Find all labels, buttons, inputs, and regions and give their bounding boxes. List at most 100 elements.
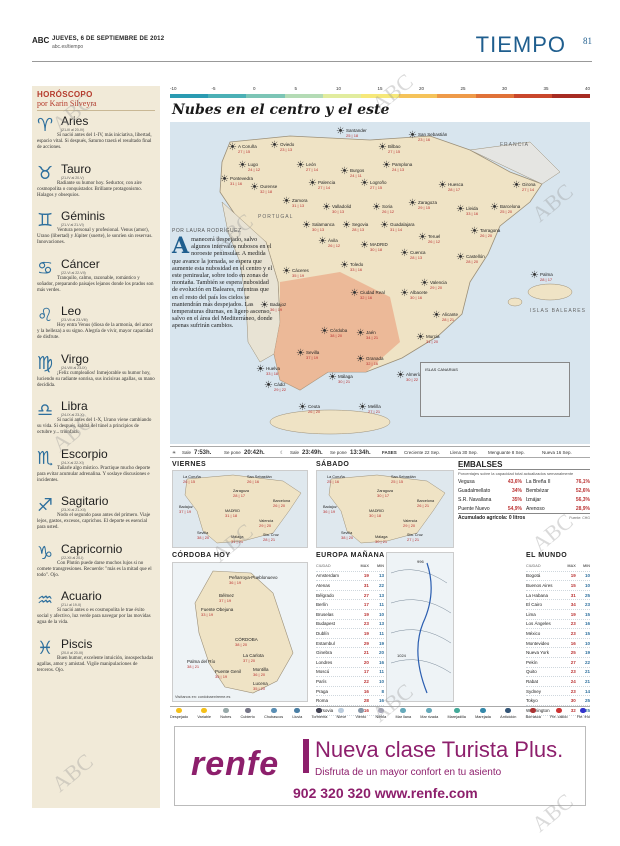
city-name: Barcelona [500,204,521,209]
city-name: Barcelona [417,499,435,503]
max-temp: 27 [363,592,369,598]
min-temp: 13 [378,621,384,627]
sun-icon: ☀ [264,380,273,391]
city-name: Lleida [466,206,479,211]
sun-icon: ☀ [360,240,369,251]
legend-item: Fte. frío [577,707,590,720]
map-city: Lleida 33 | 16 ☀ [456,204,479,216]
city-name: Dublín [316,630,330,636]
map-city: Córdoba 38 | 20 ☀ [320,326,347,338]
legend-icon [505,708,512,713]
sabado-title: SÁBADO [316,461,350,468]
legend-icon [580,708,587,713]
town-temps: 33 | 19 [201,612,214,617]
sign-entry: ♎ Libra (24-IX al 23-X) Si nació antes del … [37,398,155,446]
city-temps: 33 | 16 [466,211,479,216]
city-name: Moscú [316,669,330,675]
sign-name: Sagitario [61,494,109,508]
legend-label: Marejadilla [447,715,466,719]
city-name: Berlín [316,602,328,608]
mundo-head-max: MAX [567,564,576,569]
city-name: Tokyo [526,698,538,704]
city-name: Granada [366,356,384,361]
city-row: Dublín 19 11 [316,629,384,639]
sabado-map: La Coruña 25 | 16 San Sebastián 25 | 15 Zara… [316,470,454,548]
city-name: Badajoz [323,505,337,509]
legend-icon [480,708,486,713]
sign-text: Con Plutón puede darse muchos lujos si n… [37,560,152,578]
map-city: Logroño 27 | 15 ☀ [360,178,387,190]
ad-phone-url[interactable]: 902 320 320 www.renfe.com [293,785,478,801]
city-row: Rabat 24 21 [526,677,590,687]
sun-icon: ☀ [396,370,405,381]
europa-title: EUROPA MAÑANA [316,552,385,559]
legend-item: Variable [197,707,211,720]
min-temp: 16 [584,621,590,627]
sunrise-label: Sale [182,450,192,455]
map-city: Castellón 28 | 20 ☀ [456,252,485,264]
legend-item: Nubes [220,707,231,720]
city-temps: 29 | 20 [259,523,272,528]
city-row: La Habana 31 25 [526,591,590,601]
city-name: Sevilla [306,350,320,355]
mundo-table: CIUDAD MAX MIN Bogotá 19 10 Buenos Aires 15 10 L… [526,562,590,716]
sun-icon: ☀ [340,260,349,271]
sign-name: Leo [61,304,82,318]
map-city: Pamplona 24 | 13 ☀ [382,160,412,172]
city-row: México 23 15 [526,629,590,639]
ad-divider [303,739,309,773]
map-city: Ourense 32 | 18 ☀ [250,182,277,194]
max-temp: 21 [363,650,369,656]
reservoirs-source: Fuente: CHG [569,516,590,520]
scale-label: 35 [543,86,549,91]
forecast-city: La Coruña 26 | 15 [183,475,201,484]
sun-icon: ☀ [308,178,317,189]
scale-segment [322,94,361,98]
renfe-ad[interactable]: renfe Nueva clase Turista Plus. Disfruta… [174,726,586,806]
europa-head-min: MIN [377,564,384,569]
city-name: Washington [526,707,550,713]
map-city: San Sebastián 23 | 16 ☀ [408,130,447,142]
max-temp: 24 [570,678,576,684]
sign-name: Tauro [61,161,92,176]
city-name: Bruselas [316,611,334,617]
city-name: Albacete [410,290,428,295]
sign-text: Si nació antes del 1-IV, más iniciativa,… [37,133,152,150]
zodiac-icon: ♏ [37,447,54,469]
city-temps: 25 | 20 [500,209,513,214]
city-temps: 30 | 22 [406,377,419,382]
legend-item: Fte. cálido [550,707,568,720]
city-name: Sevilla [341,531,353,535]
city-name: Lugo [248,162,259,167]
city-name: Valencia [259,519,274,523]
sign-name: Cáncer [61,256,100,271]
min-temp: 21 [584,678,590,684]
legend-item: Mar llana [395,707,411,720]
forecast-article: POR LAURA RODRÍGUEZ A manecerá despejado… [172,228,276,330]
forecast-city: Sta. Cruz 28 | 21 [263,533,279,542]
city-temps: 30 | 13 [332,209,345,214]
town-temps: 35 | 19 [215,674,228,679]
viernes-map: La Coruña 26 | 15 San Sebastián 26 | 16 Zara… [172,470,308,548]
city-temps: 30 | 21 [338,379,351,384]
map-city: Huelva 33 | 18 ☀ [256,364,280,376]
sign-text: Tañarle algo místico. Practique mucho de… [37,465,151,483]
sign-dates: (24-IX al 23-X) [61,413,84,417]
cordoba-credit: Visítanos en: cordobaextreme.es [175,695,231,699]
city-temps: 34 | 21 [366,335,379,340]
sign-name: Piscis [61,636,93,651]
sun-icon: ☀ [320,326,329,337]
reservoir-pair: La Breña II 76,1% [526,479,590,485]
min-temp: 13 [378,592,384,598]
city-temps: 30 | 17 [377,493,390,498]
max-temp: 16 [363,688,369,694]
sign-dates: (21-V al 21-VI) [61,223,84,227]
europa-pressure-map: 996 1024 [386,552,454,702]
city-temps: 26 | 12 [328,243,341,248]
scale-bar [170,94,591,98]
city-temps: 32 | 18 [260,189,273,194]
city-temps: 27 | 15 [370,185,383,190]
sunset-label: Se pone [224,450,241,455]
sun-icon: ☀ [512,180,521,191]
scale-segment [170,94,209,98]
